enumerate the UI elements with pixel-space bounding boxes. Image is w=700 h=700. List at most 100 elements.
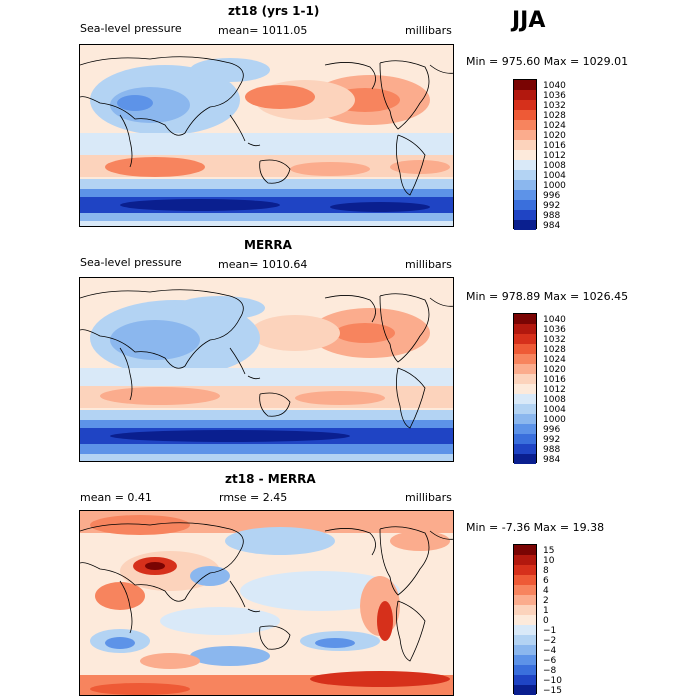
colorbar-swatch xyxy=(514,220,536,230)
colorbar-swatch xyxy=(514,90,536,100)
panel3-mean-label: mean = 0.41 xyxy=(80,491,152,504)
panel1-cbar-label: 1028 xyxy=(543,111,566,121)
panel1-units-label: millibars xyxy=(405,24,452,37)
panel1-minmax: Min = 975.60 Max = 1029.01 xyxy=(466,55,629,68)
panel1-cbar-label: 992 xyxy=(543,201,561,211)
panel1-cbar-label: 1032 xyxy=(543,101,566,111)
panel2-cbar-label: 1008 xyxy=(543,395,566,405)
panel2-title: MERRA xyxy=(244,238,292,252)
panel3-cbar-label: 4 xyxy=(543,586,549,596)
panel1-cbar-label: 1020 xyxy=(543,131,566,141)
panel2-cbar-label: 1016 xyxy=(543,375,566,385)
colorbar-swatch xyxy=(514,190,536,200)
colorbar-swatch xyxy=(514,595,536,605)
colorbar-swatch xyxy=(514,324,536,334)
panel3-cbar-label: 2 xyxy=(543,596,549,606)
panel3-cbar-label: 0 xyxy=(543,616,549,626)
panel1-cbar-label: 984 xyxy=(543,221,561,231)
colorbar-swatch xyxy=(514,150,536,160)
panel3-cbar-label: −6 xyxy=(543,656,557,666)
panel1-cbar-label: 1036 xyxy=(543,91,566,101)
panel1-title: zt18 (yrs 1-1) xyxy=(228,4,320,18)
panel2-cbar-label: 984 xyxy=(543,455,561,465)
colorbar-swatch xyxy=(514,575,536,585)
panel2-cbar-label: 992 xyxy=(543,435,561,445)
panel3-map xyxy=(79,510,454,696)
panel2-colorbar-labels: 1040 1036 1032 1028 1024 1020 1016 1012 … xyxy=(543,313,583,465)
colorbar-swatch xyxy=(514,210,536,220)
panel2-cbar-label: 988 xyxy=(543,445,561,455)
colorbar-swatch xyxy=(514,414,536,424)
panel2-cbar-label: 1004 xyxy=(543,405,566,415)
panel3-title: zt18 - MERRA xyxy=(225,472,316,486)
colorbar-swatch xyxy=(514,374,536,384)
panel1-cbar-label: 1016 xyxy=(543,141,566,151)
panel3-colorbar xyxy=(513,544,537,695)
colorbar-swatch xyxy=(514,434,536,444)
colorbar-swatch xyxy=(514,200,536,210)
colorbar-swatch xyxy=(514,424,536,434)
colorbar-swatch xyxy=(514,565,536,575)
colorbar-swatch xyxy=(514,675,536,685)
colorbar-swatch xyxy=(514,454,536,464)
panel1-cbar-label: 996 xyxy=(543,191,561,201)
colorbar-swatch xyxy=(514,384,536,394)
panel2-mean-label: mean= 1010.64 xyxy=(218,258,308,271)
colorbar-swatch xyxy=(514,140,536,150)
colorbar-swatch xyxy=(514,100,536,110)
colorbar-swatch xyxy=(514,635,536,645)
panel3-cbar-label: −15 xyxy=(543,686,562,696)
colorbar-swatch xyxy=(514,314,536,324)
panel3-cbar-label: −2 xyxy=(543,636,557,646)
panel2-minmax: Min = 978.89 Max = 1026.45 xyxy=(466,290,629,303)
colorbar-swatch xyxy=(514,625,536,635)
colorbar-swatch xyxy=(514,354,536,364)
panel2-cbar-label: 1020 xyxy=(543,365,566,375)
panel2-variable-label: Sea-level pressure xyxy=(80,256,182,269)
colorbar-swatch xyxy=(514,180,536,190)
panel3-cbar-label: 6 xyxy=(543,576,549,586)
panel3-cbar-label: 1 xyxy=(543,606,549,616)
panel1-cbar-label: 988 xyxy=(543,211,561,221)
colorbar-swatch xyxy=(514,555,536,565)
panel3-minmax: Min = -7.36 Max = 19.38 xyxy=(466,521,605,534)
colorbar-swatch xyxy=(514,605,536,615)
panel2-cbar-label: 1032 xyxy=(543,335,566,345)
panel1-variable-label: Sea-level pressure xyxy=(80,22,182,35)
panel3-cbar-label: 8 xyxy=(543,566,549,576)
panel3-cbar-label: −4 xyxy=(543,646,557,656)
colorbar-swatch xyxy=(514,130,536,140)
panel1-map xyxy=(79,44,454,227)
panel3-cbar-label: −8 xyxy=(543,666,557,676)
panel1-cbar-label: 1008 xyxy=(543,161,566,171)
season-label: JJA xyxy=(512,8,546,33)
panel2-colorbar xyxy=(513,313,537,464)
colorbar-swatch xyxy=(514,545,536,555)
colorbar-swatch xyxy=(514,160,536,170)
panel3-cbar-label: −1 xyxy=(543,626,557,636)
panel3-colorbar-labels: 15 10 8 6 4 2 1 0 −1 −2 −4 −6 −8 −10 −15 xyxy=(543,544,583,696)
panel2-cbar-label: 996 xyxy=(543,425,561,435)
panel2-map xyxy=(79,277,454,462)
panel3-rmse-label: rmse = 2.45 xyxy=(219,491,288,504)
colorbar-swatch xyxy=(514,80,536,90)
panel3-units-label: millibars xyxy=(405,491,452,504)
panel1-cbar-label: 1040 xyxy=(543,81,566,91)
panel1-cbar-label: 1004 xyxy=(543,171,566,181)
panel1-colorbar-labels: 1040 1036 1032 1028 1024 1020 1016 1012 … xyxy=(543,79,583,231)
panel3-cbar-label: 15 xyxy=(543,546,555,556)
panel2-cbar-label: 1028 xyxy=(543,345,566,355)
panel1-mean-label: mean= 1011.05 xyxy=(218,24,308,37)
colorbar-swatch xyxy=(514,615,536,625)
colorbar-swatch xyxy=(514,394,536,404)
panel1-cbar-label: 1012 xyxy=(543,151,566,161)
colorbar-swatch xyxy=(514,645,536,655)
panel2-cbar-label: 1012 xyxy=(543,385,566,395)
colorbar-swatch xyxy=(514,334,536,344)
panel3-cbar-label: 10 xyxy=(543,556,555,566)
colorbar-swatch xyxy=(514,364,536,374)
panel1-cbar-label: 1000 xyxy=(543,181,566,191)
panel2-cbar-label: 1024 xyxy=(543,355,566,365)
colorbar-swatch xyxy=(514,655,536,665)
panel2-units-label: millibars xyxy=(405,258,452,271)
